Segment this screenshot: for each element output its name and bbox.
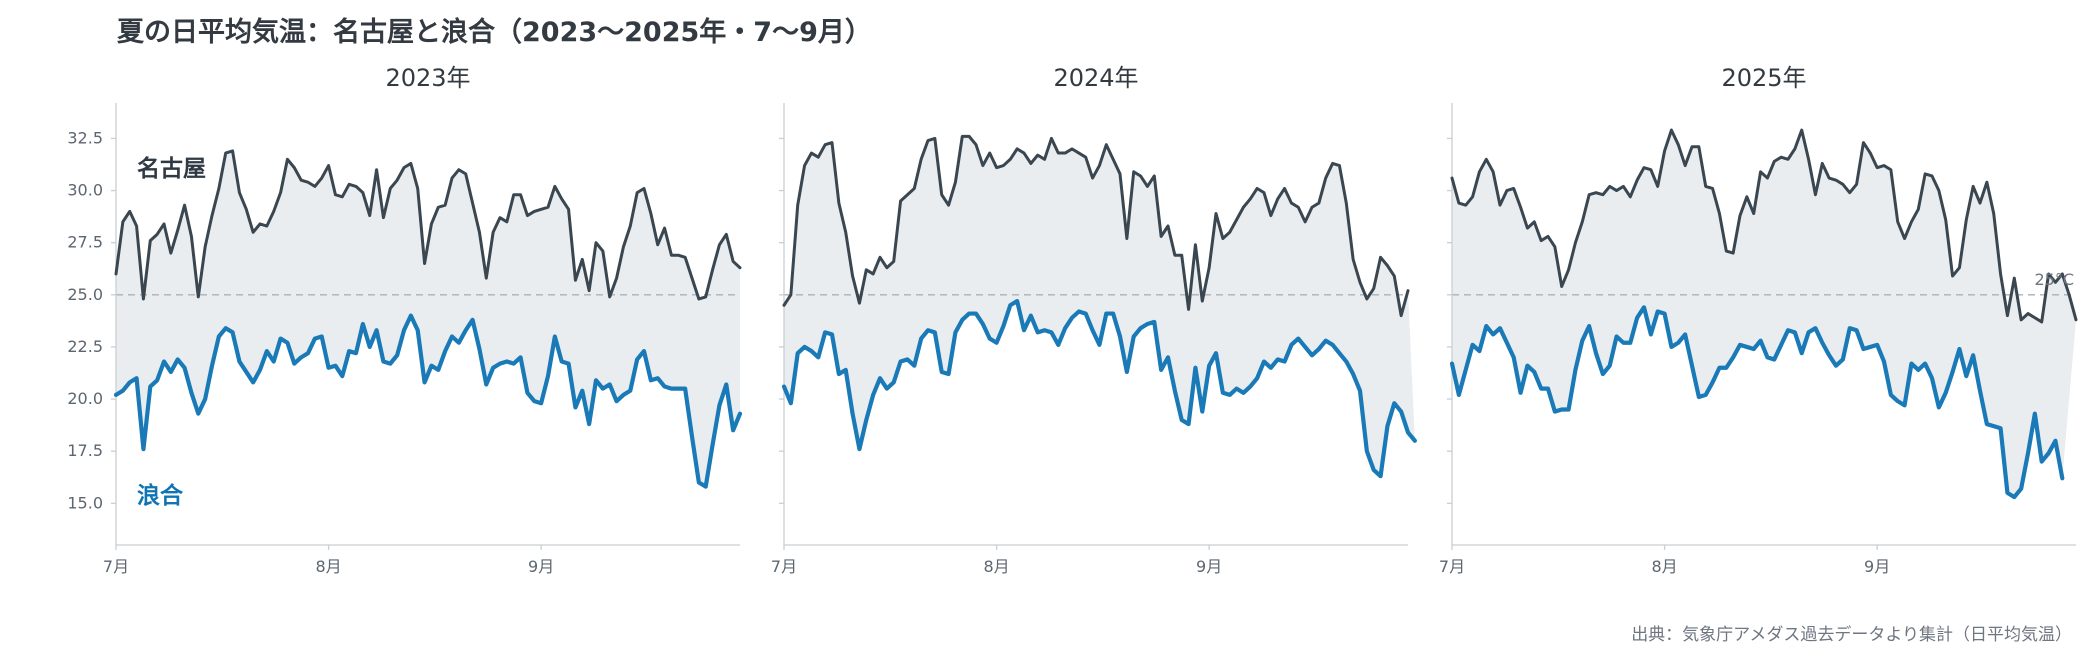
x-tick-label: 8月	[983, 557, 1009, 576]
x-tick-label: 7月	[1439, 557, 1465, 576]
series-line-namiai	[113, 313, 743, 489]
panel-1: 2024年 7月 8月 9月	[771, 64, 1417, 576]
x-tick-label: 9月	[1864, 557, 1890, 576]
panel-0: 2023年 15.0 17.5 20.0 22.5 25.0 27.5 30.0 32.5 7月 8…	[67, 64, 743, 576]
series-line-nagoya	[114, 149, 742, 301]
y-tick-label: 20.0	[67, 389, 103, 408]
y-tick-label: 25.0	[67, 285, 103, 304]
y-tick-label: 15.0	[67, 493, 103, 512]
band-area	[116, 150, 740, 487]
series-label-nagoya: 名古屋	[137, 155, 206, 182]
band-area	[1452, 130, 2076, 498]
x-tick-label: 7月	[103, 557, 129, 576]
panel-title: 2024年	[1053, 64, 1138, 92]
series-line-namiai	[1449, 305, 2065, 500]
band-area	[784, 136, 1415, 477]
series-line-nagoya	[1450, 128, 2078, 324]
panel-title: 2023年	[385, 64, 470, 92]
y-tick-label: 22.5	[67, 337, 103, 356]
series-label-namiai: 浪合	[137, 482, 184, 509]
series-line-nagoya	[782, 134, 1410, 318]
x-tick-label: 8月	[1651, 557, 1677, 576]
y-tick-label: 27.5	[67, 233, 103, 252]
y-tick-label: 17.5	[67, 441, 103, 460]
y-tick-label: 30.0	[67, 181, 103, 200]
page-title: 夏の日平均気温：名古屋と浪合（2023〜2025年・7〜9月）	[117, 17, 872, 48]
x-tick-label: 9月	[1196, 557, 1222, 576]
y-tick-label: 32.5	[67, 128, 103, 147]
x-tick-label: 7月	[771, 557, 797, 576]
panel-title: 2025年	[1721, 64, 1806, 92]
reference-label: 25°C	[2034, 270, 2074, 289]
series-line-namiai	[781, 298, 1417, 479]
panel-2: 2025年 7月 8月 9月 25°C	[1439, 64, 2078, 576]
x-tick-label: 9月	[528, 557, 554, 576]
x-tick-label: 8月	[315, 557, 341, 576]
source-note: 出典：気象庁アメダス過去データより集計（日平均気温）	[1631, 625, 2072, 645]
